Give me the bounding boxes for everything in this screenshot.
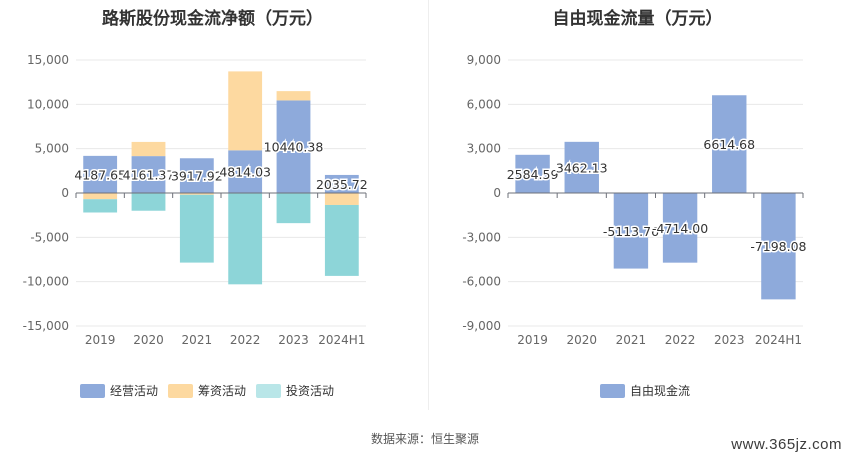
bar-投资活动-2023 bbox=[276, 193, 311, 224]
bar-投资活动-2021 bbox=[179, 194, 214, 263]
bar-自由现金流-2022 bbox=[662, 193, 698, 263]
data-label: 4187.65 bbox=[74, 167, 126, 182]
data-label: -5113.76 bbox=[603, 224, 659, 239]
legend-swatch bbox=[256, 384, 281, 398]
y-tick-label: 0 bbox=[61, 186, 69, 200]
bar-经营活动-2019 bbox=[83, 155, 118, 193]
y-tick-label: 0 bbox=[493, 186, 501, 200]
bar-自由现金流-2024H1 bbox=[761, 193, 796, 300]
data-label: 10440.38 bbox=[264, 140, 324, 155]
watermark: www.365jz.com bbox=[731, 436, 842, 453]
data-label: 4814.03 bbox=[219, 165, 271, 180]
bar-筹资活动-2022 bbox=[228, 71, 263, 151]
legend-swatch bbox=[600, 384, 625, 398]
y-tick-label: 5,000 bbox=[35, 142, 69, 156]
legend-label: 自由现金流 bbox=[630, 383, 690, 398]
data-label: 2035.72 bbox=[316, 177, 368, 192]
x-tick-label: 2021 bbox=[182, 333, 213, 347]
x-tick-label: 2019 bbox=[517, 333, 548, 347]
bar-自由现金流-2021 bbox=[613, 193, 649, 269]
bar-筹资活动-2019 bbox=[83, 193, 118, 200]
bar-筹资活动-2024H1 bbox=[324, 193, 359, 205]
legend-label: 投资活动 bbox=[286, 383, 334, 398]
y-tick-label: 6,000 bbox=[467, 97, 501, 111]
bar-自由现金流-2023 bbox=[712, 95, 747, 193]
x-tick-label: 2021 bbox=[616, 333, 647, 347]
legend-swatch bbox=[168, 384, 193, 398]
bar-自由现金流-2019 bbox=[515, 154, 550, 193]
bar-投资活动-2024H1 bbox=[324, 204, 359, 276]
x-tick-label: 2024H1 bbox=[318, 333, 365, 347]
y-tick-label: -3,000 bbox=[462, 230, 501, 244]
y-tick-label: -10,000 bbox=[23, 275, 69, 289]
bar-经营活动-2023 bbox=[276, 100, 311, 193]
x-tick-label: 2022 bbox=[230, 333, 261, 347]
x-tick-label: 2019 bbox=[85, 333, 116, 347]
y-tick-label: -5,000 bbox=[30, 230, 69, 244]
bar-筹资活动-2021 bbox=[179, 193, 214, 195]
x-tick-label: 2024H1 bbox=[755, 333, 802, 347]
right-chart-title: 自由现金流量（万元） bbox=[552, 9, 723, 29]
bar-经营活动-2024H1 bbox=[324, 174, 359, 193]
y-tick-label: -9,000 bbox=[462, 319, 501, 333]
bar-经营活动-2021 bbox=[179, 158, 214, 193]
bar-经营活动-2022 bbox=[228, 150, 263, 193]
x-tick-label: 2020 bbox=[133, 333, 164, 347]
data-label: -7198.08 bbox=[750, 239, 806, 254]
data-label: 3462.13 bbox=[556, 160, 608, 175]
data-label: 4161.37 bbox=[123, 168, 175, 183]
x-tick-label: 2023 bbox=[278, 333, 309, 347]
y-tick-label: 15,000 bbox=[27, 53, 69, 67]
bar-经营活动-2020 bbox=[131, 156, 166, 193]
y-tick-label: -15,000 bbox=[23, 319, 69, 333]
bar-筹资活动-2020 bbox=[131, 141, 166, 157]
panel-divider bbox=[428, 0, 429, 410]
data-source: 数据来源：恒生聚源 bbox=[370, 432, 479, 446]
data-label: 2584.59 bbox=[507, 167, 559, 182]
bar-投资活动-2020 bbox=[131, 193, 166, 211]
x-tick-label: 2023 bbox=[714, 333, 745, 347]
data-label: -4714.00 bbox=[652, 221, 708, 236]
bar-投资活动-2019 bbox=[83, 199, 118, 213]
left-chart-title: 路斯股份现金流净额（万元） bbox=[102, 9, 323, 29]
data-label: 3917.92 bbox=[171, 169, 223, 184]
y-tick-label: 9,000 bbox=[467, 53, 501, 67]
x-tick-label: 2020 bbox=[566, 333, 597, 347]
bar-自由现金流-2020 bbox=[564, 141, 599, 193]
legend-label: 经营活动 bbox=[110, 384, 158, 398]
legend-label: 筹资活动 bbox=[198, 384, 246, 398]
bar-筹资活动-2023 bbox=[276, 91, 311, 101]
data-label: 6614.68 bbox=[703, 137, 755, 152]
y-tick-label: 10,000 bbox=[27, 97, 69, 111]
y-tick-label: 3,000 bbox=[467, 142, 501, 156]
bar-投资活动-2022 bbox=[228, 193, 263, 285]
y-tick-label: -6,000 bbox=[462, 275, 501, 289]
x-tick-label: 2022 bbox=[665, 333, 696, 347]
legend-swatch bbox=[80, 384, 105, 398]
